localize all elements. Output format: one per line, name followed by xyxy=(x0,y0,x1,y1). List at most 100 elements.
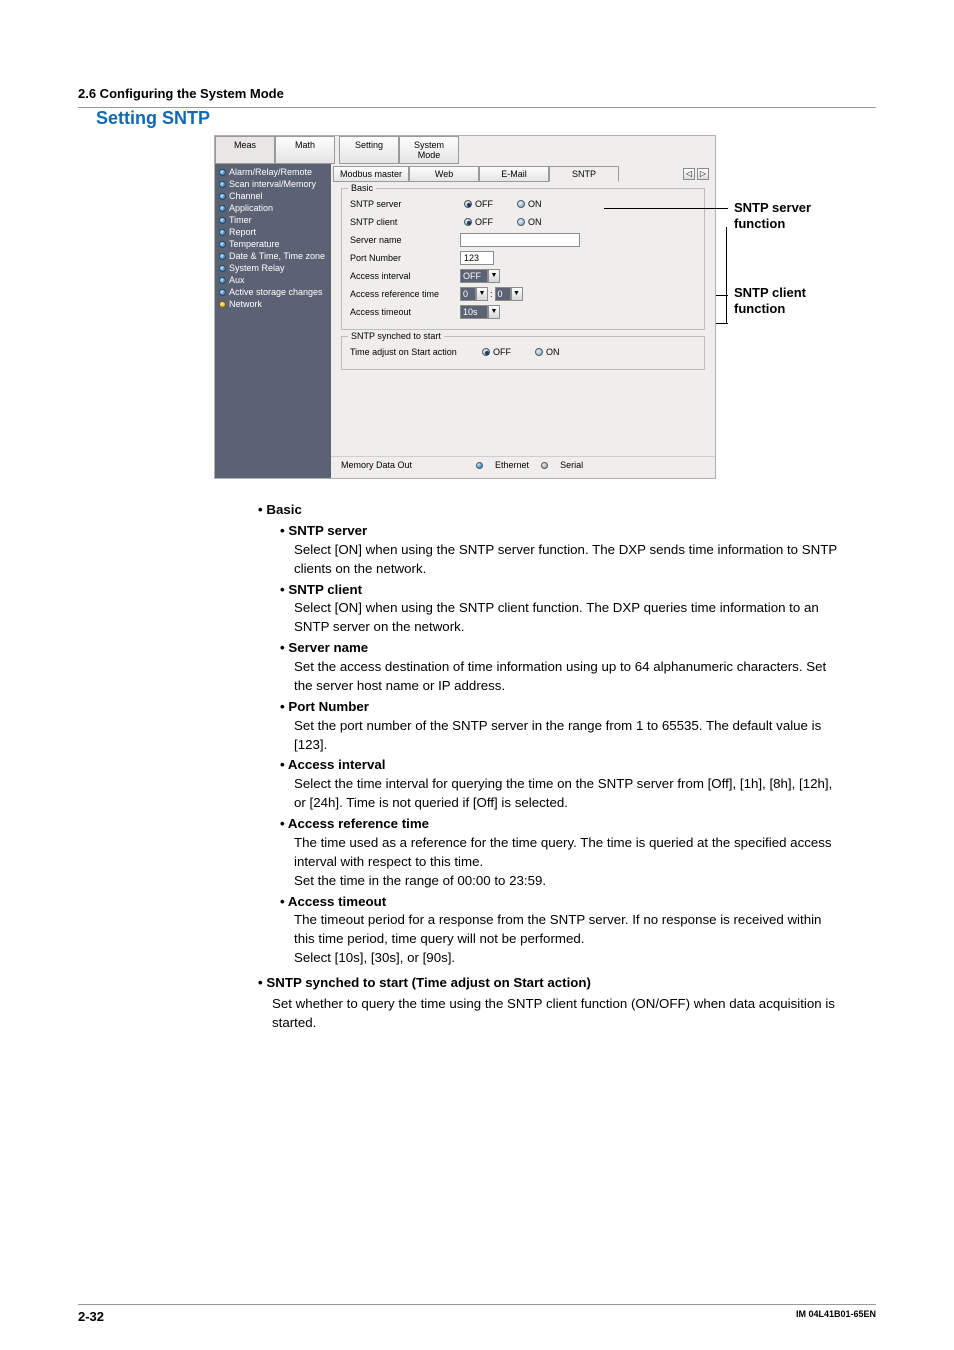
field-label: Time adjust on Start action xyxy=(350,347,478,357)
item-text: The timeout period for a response from t… xyxy=(294,911,844,949)
field-label: Access timeout xyxy=(350,307,460,317)
access-timeout-select[interactable]: 10s xyxy=(460,305,488,319)
row-time-adjust: Time adjust on Start action OFF ON xyxy=(350,343,696,361)
radio-icon xyxy=(464,200,472,208)
server-name-input[interactable] xyxy=(460,233,580,247)
row-sntp-server: SNTP server OFF ON xyxy=(350,195,696,213)
dropdown-icon[interactable]: ▼ xyxy=(511,287,523,301)
field-label: Port Number xyxy=(350,253,460,263)
bullet-icon xyxy=(219,205,226,212)
sidebar-item[interactable]: Scan interval/Memory xyxy=(215,178,331,190)
sidebar-item[interactable]: Temperature xyxy=(215,238,331,250)
dropdown-icon[interactable]: ▼ xyxy=(476,287,488,301)
item-text: Select [10s], [30s], or [90s]. xyxy=(294,949,844,968)
row-sntp-client: SNTP client OFF ON xyxy=(350,213,696,231)
radio-label: ON xyxy=(546,347,560,357)
bullet-icon xyxy=(219,229,226,236)
bullet-heading: SNTP synched to start (Time adjust on St… xyxy=(266,975,591,990)
row-access-timeout: Access timeout 10s▼ xyxy=(350,303,696,321)
sidebar-item[interactable]: Application xyxy=(215,202,331,214)
sidebar-item[interactable]: Aux xyxy=(215,274,331,286)
screenshot-panel: Meas Math Setting System Mode Alarm/Rela… xyxy=(214,135,716,479)
callout-line xyxy=(716,323,728,324)
bullet-icon xyxy=(219,301,226,308)
ref-min-select[interactable]: 0 xyxy=(495,287,511,301)
radio-off[interactable]: OFF xyxy=(482,347,511,357)
sidebar-item[interactable]: Network xyxy=(215,298,331,310)
field-label: Access reference time xyxy=(350,289,460,299)
row-access-ref-time: Access reference time 0▼ : 0▼ xyxy=(350,285,696,303)
item-heading: Port Number xyxy=(280,698,844,717)
bullet-icon xyxy=(219,253,226,260)
bullet-icon xyxy=(219,169,226,176)
item-text: Set the access destination of time infor… xyxy=(294,658,844,696)
tab-math[interactable]: Math xyxy=(275,136,335,164)
item-text: Select the time interval for querying th… xyxy=(294,775,844,813)
tab-setting[interactable]: Setting xyxy=(339,136,399,164)
bullet-item: SNTP server Select [ON] when using the S… xyxy=(280,522,844,579)
sidebar-label: Alarm/Relay/Remote xyxy=(229,167,312,177)
port-number-input[interactable] xyxy=(460,251,494,265)
doc-id: IM 04L41B01-65EN xyxy=(796,1309,876,1324)
dropdown-icon[interactable]: ▼ xyxy=(488,269,500,283)
radio-icon xyxy=(517,200,525,208)
bullet-heading: Basic xyxy=(266,502,301,517)
sidebar-label: System Relay xyxy=(229,263,285,273)
item-text: Select [ON] when using the SNTP server f… xyxy=(294,541,844,579)
radio-label: OFF xyxy=(475,199,493,209)
access-interval-select[interactable]: OFF xyxy=(460,269,488,283)
sidebar-item[interactable]: Timer xyxy=(215,214,331,226)
field-label: SNTP server xyxy=(350,199,460,209)
subtab-email[interactable]: E-Mail xyxy=(479,166,549,182)
body-content: Basic SNTP server Select [ON] when using… xyxy=(258,501,844,1033)
radio-off[interactable]: OFF xyxy=(464,199,493,209)
subtab-modbus[interactable]: Modbus master xyxy=(333,166,409,182)
sidebar-label: Active storage changes xyxy=(229,287,323,297)
subtab-sntp[interactable]: SNTP xyxy=(549,166,619,182)
sidebar-label: Network xyxy=(229,299,262,309)
nav-arrows: ◁ ▷ xyxy=(683,168,709,180)
radio-on[interactable]: ON xyxy=(517,217,542,227)
sidebar-item[interactable]: System Relay xyxy=(215,262,331,274)
bullet-icon xyxy=(219,181,226,188)
subtab-web[interactable]: Web xyxy=(409,166,479,182)
tab-system-mode[interactable]: System Mode xyxy=(399,136,459,164)
item-heading: Access interval xyxy=(280,756,844,775)
bullet-item: SNTP client Select [ON] when using the S… xyxy=(280,581,844,638)
sidebar-item[interactable]: Active storage changes xyxy=(215,286,331,298)
radio-off[interactable]: OFF xyxy=(464,217,493,227)
bullet-icon xyxy=(219,277,226,284)
sidebar: Alarm/Relay/Remote Scan interval/Memory … xyxy=(215,164,331,478)
field-label: Access interval xyxy=(350,271,460,281)
bullet-icon xyxy=(219,217,226,224)
item-heading: Server name xyxy=(280,639,844,658)
nav-prev-button[interactable]: ◁ xyxy=(683,168,695,180)
item-text: Set the time in the range of 00:00 to 23… xyxy=(294,872,844,891)
sidebar-item[interactable]: Report xyxy=(215,226,331,238)
sidebar-label: Temperature xyxy=(229,239,280,249)
tab-meas[interactable]: Meas xyxy=(215,136,275,164)
radio-label: OFF xyxy=(475,217,493,227)
row-access-interval: Access interval OFF▼ xyxy=(350,267,696,285)
page-title: Setting SNTP xyxy=(96,108,876,129)
dropdown-icon[interactable]: ▼ xyxy=(488,305,500,319)
sidebar-item[interactable]: Date & Time, Time zone xyxy=(215,250,331,262)
sidebar-item[interactable]: Alarm/Relay/Remote xyxy=(215,166,331,178)
nav-next-button[interactable]: ▷ xyxy=(697,168,709,180)
sidebar-label: Aux xyxy=(229,275,245,285)
sidebar-label: Timer xyxy=(229,215,252,225)
ref-hour-select[interactable]: 0 xyxy=(460,287,476,301)
sidebar-item[interactable]: Channel xyxy=(215,190,331,202)
radio-on[interactable]: ON xyxy=(535,347,560,357)
callout-line xyxy=(604,208,728,209)
item-heading: Access reference time xyxy=(280,815,844,834)
item-heading: SNTP client xyxy=(280,581,844,600)
radio-on[interactable]: ON xyxy=(517,199,542,209)
bullet-basic: Basic xyxy=(258,501,844,520)
sync-text: Set whether to query the time using the … xyxy=(272,995,844,1033)
radio-icon xyxy=(517,218,525,226)
status-dot-icon xyxy=(541,462,548,469)
bullet-item: Server name Set the access destination o… xyxy=(280,639,844,696)
field-label: SNTP client xyxy=(350,217,460,227)
field-label: Server name xyxy=(350,235,460,245)
